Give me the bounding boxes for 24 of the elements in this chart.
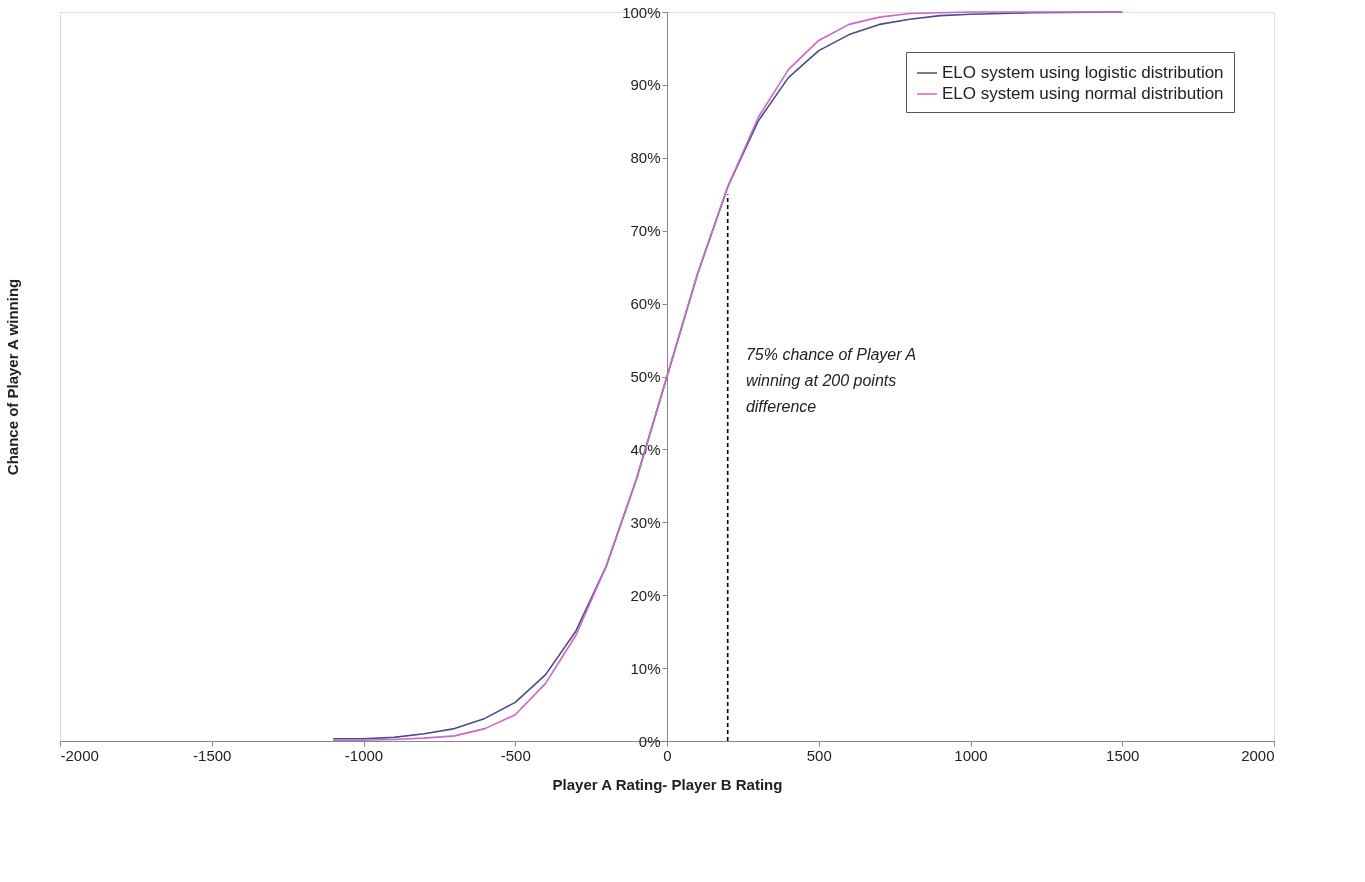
x-tick-label: 1500 [1106,746,1140,764]
legend-label: ELO system using logistic distribution [942,63,1224,82]
y-axis-title: Chance of Player A winning [3,278,21,476]
x-axis-title: Player A Rating- Player B Rating [552,775,783,793]
y-tick-label: 70% [630,222,661,240]
y-tick-label: 30% [630,513,661,531]
y-tick-label: 10% [630,659,661,677]
legend-label: ELO system using normal distribution [942,84,1224,103]
x-tick-label: -2000 [60,746,99,764]
y-tick-label: 80% [630,149,661,167]
annotation: 75% chance of Player A winning at 200 points difference [745,346,917,416]
y-tick-label: 100% [622,3,661,21]
y-tick-label: 90% [630,76,661,94]
x-tick-label: 2000 [1241,746,1275,764]
x-tick-label: 500 [806,746,832,764]
x-tick-label: -1000 [344,746,384,764]
y-tick-label: 50% [630,368,661,385]
x-tick-label: 1000 [954,746,988,764]
x-tick-label: 0 [663,746,672,764]
x-tick-label: -500 [500,746,531,764]
x-tick-label: -1500 [193,746,232,764]
y-tick-label: 60% [630,295,661,313]
y-tick-label: 0% [638,732,661,750]
y-tick-label: 20% [630,586,661,604]
